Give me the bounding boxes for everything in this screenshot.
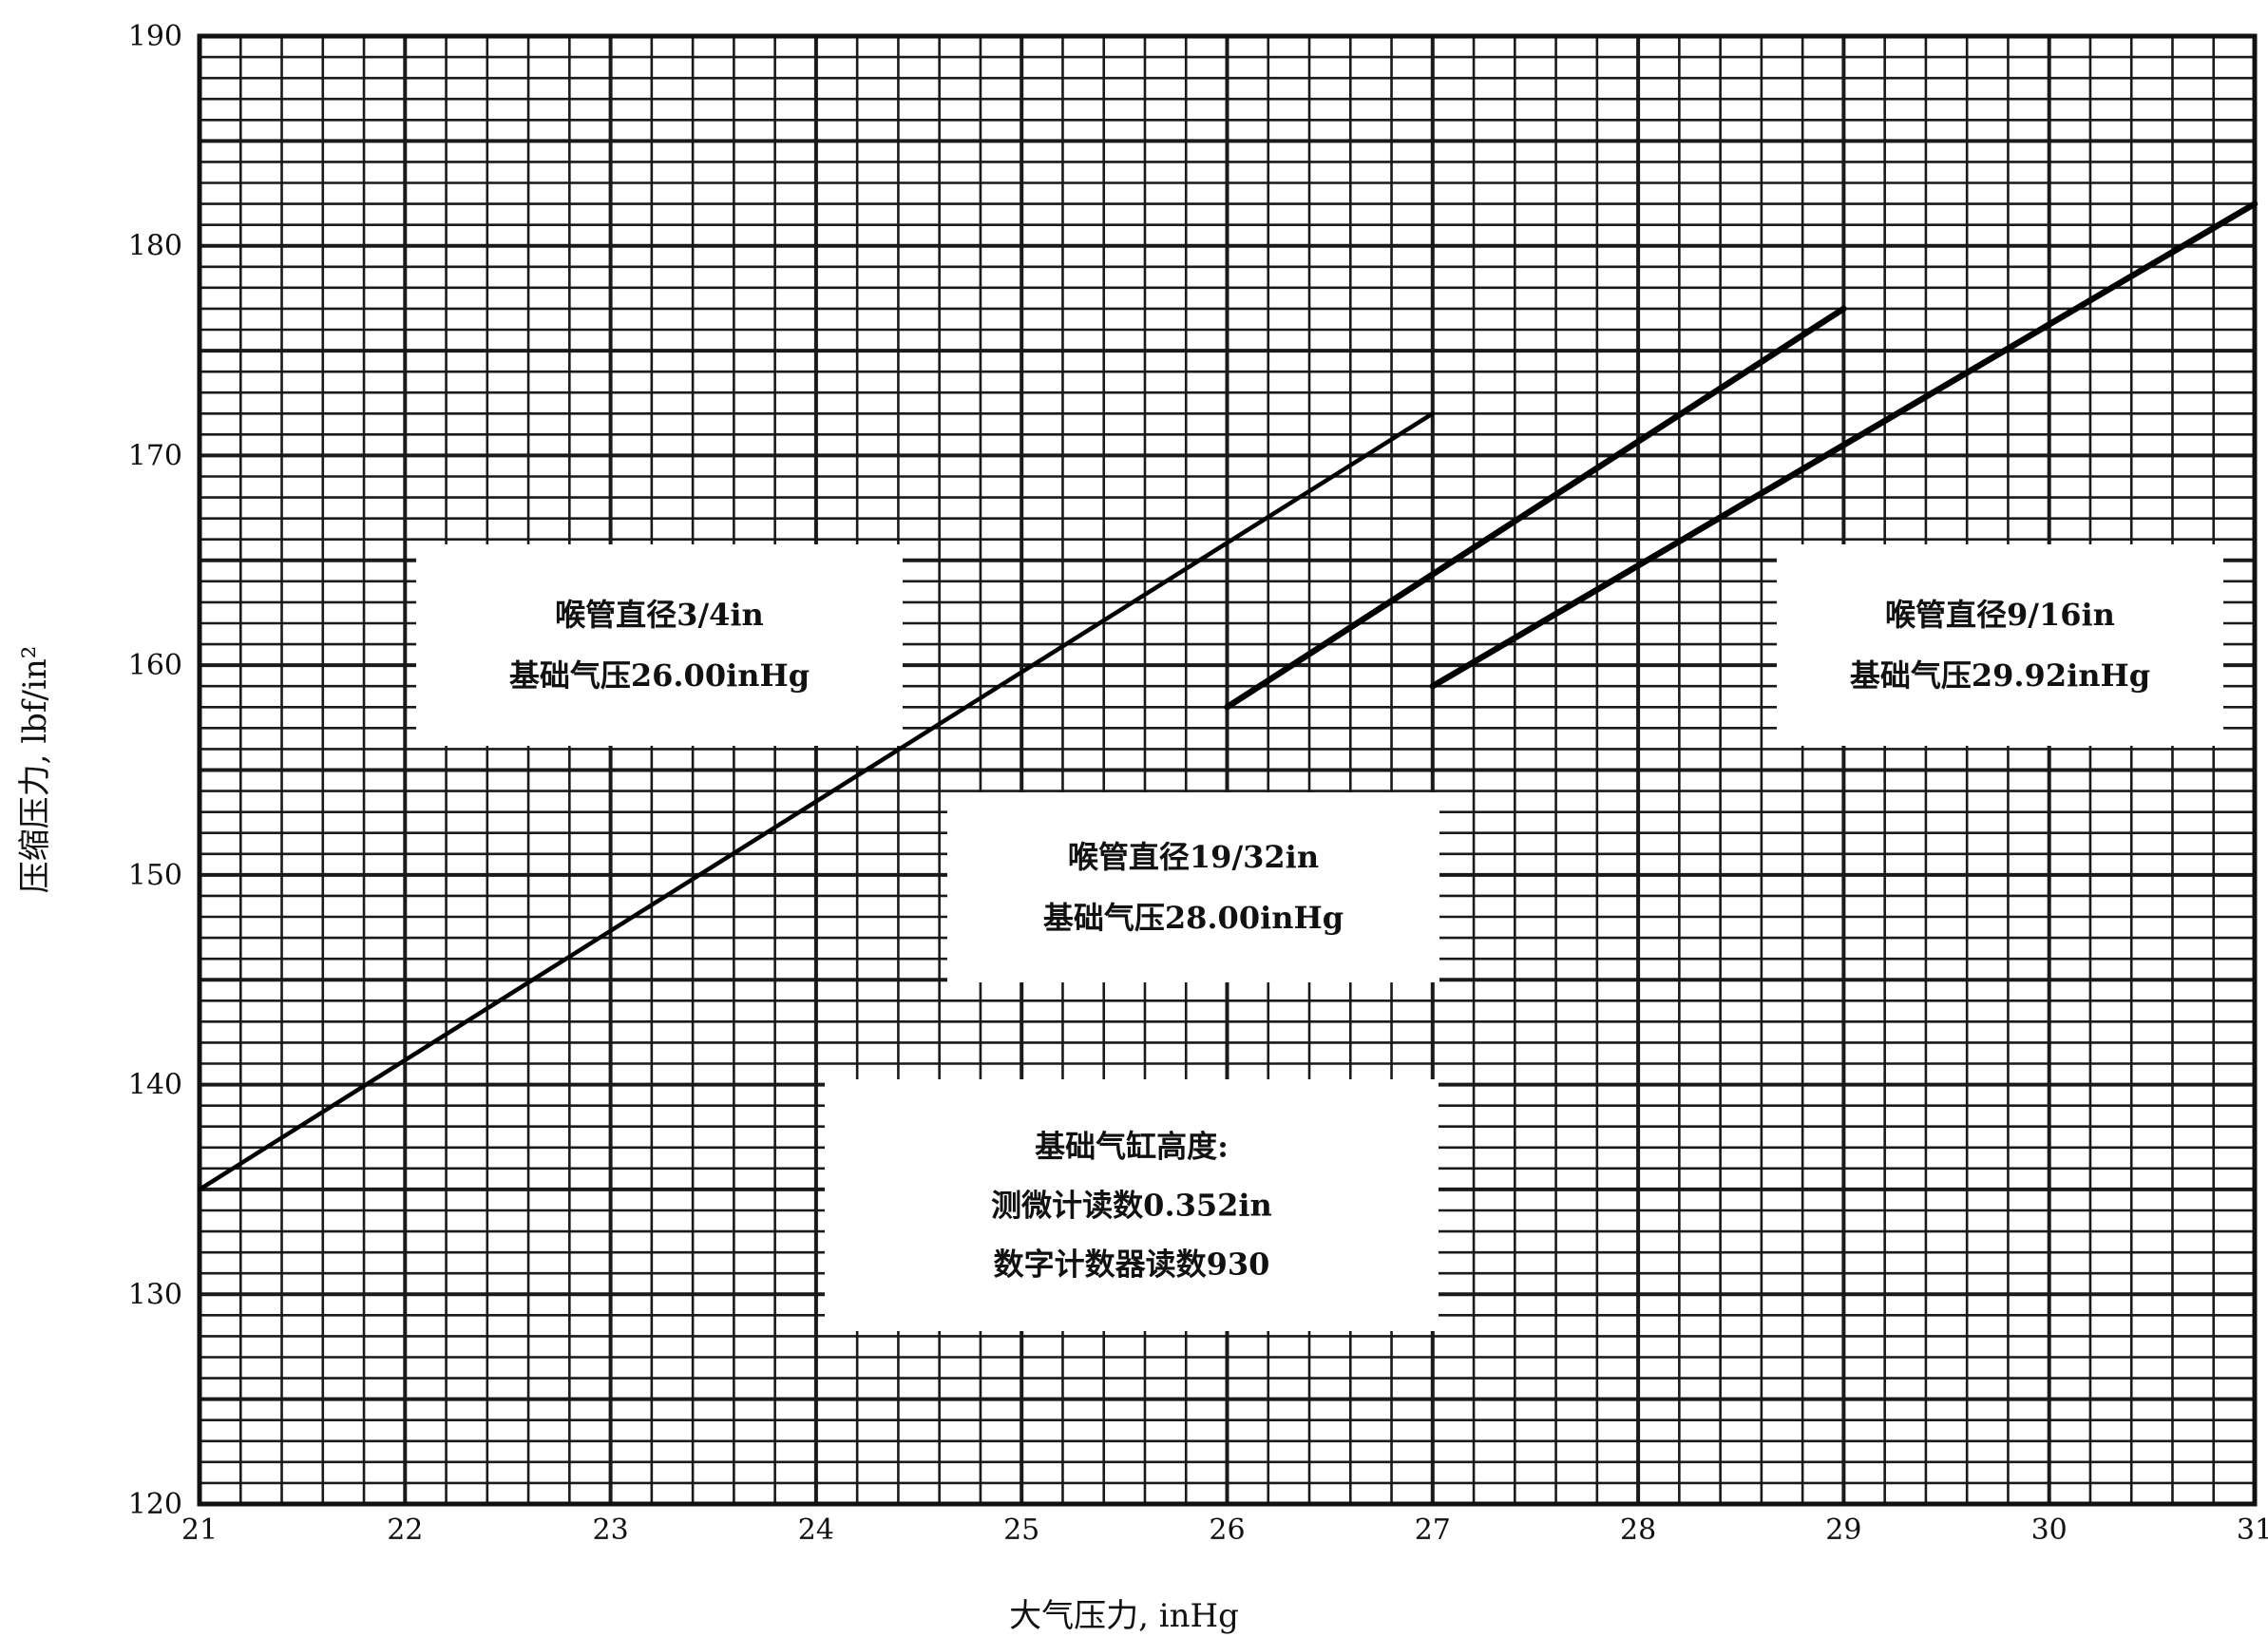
x-tick-label: 27 <box>1415 1513 1451 1547</box>
y-tick-label: 180 <box>128 230 182 263</box>
y-tick-label: 120 <box>128 1488 182 1521</box>
note-1932-line: 喉管直径19/32in <box>1068 839 1319 875</box>
note-916-line: 基础气压29.92inHg <box>1850 657 2150 694</box>
x-tick-label: 23 <box>593 1513 629 1547</box>
y-tick-label: 150 <box>128 859 182 892</box>
y-tick-label: 140 <box>128 1069 182 1102</box>
x-tick-label: 26 <box>1209 1513 1245 1547</box>
note-base-box <box>825 1079 1439 1331</box>
series-lines <box>197 200 2258 1192</box>
annotation-boxes: 喉管直径3/4in 基础气压26.00inHg 喉管直径19/32in 基础气压28.… <box>416 544 2223 1331</box>
note-1932-box <box>947 792 1439 982</box>
note-916-box <box>1777 544 2223 746</box>
x-tick-labels: 21 22 23 24 25 26 27 28 29 30 31 <box>181 1513 2268 1547</box>
series-line-1 <box>197 411 1436 1192</box>
y-tick-labels: 120 130 140 150 160 170 180 190 <box>128 20 182 1521</box>
x-tick-label: 25 <box>1003 1513 1039 1547</box>
x-tick-label: 21 <box>181 1513 218 1547</box>
plot-frame <box>197 33 2258 1507</box>
y-tick-label: 130 <box>128 1278 182 1311</box>
x-axis-title: 大气压力, inHg <box>1009 1597 1239 1635</box>
series-line-2 <box>1224 305 1847 711</box>
note-1932-line: 基础气压28.00inHg <box>1043 900 1344 936</box>
y-axis-title: 压缩压力, lbf/in² <box>16 646 54 894</box>
x-tick-label: 22 <box>387 1513 423 1547</box>
note-916-line: 喉管直径9/16in <box>1885 597 2115 633</box>
y-tick-label: 170 <box>128 439 182 472</box>
x-tick-label: 28 <box>1620 1513 1656 1547</box>
note-34-line: 喉管直径3/4in <box>555 597 764 633</box>
note-34-line: 基础气压26.00inHg <box>509 657 810 694</box>
x-tick-label: 29 <box>1825 1513 1861 1547</box>
x-tick-label: 31 <box>2237 1513 2268 1547</box>
x-tick-label: 30 <box>2031 1513 2068 1547</box>
note-base-line: 测微计读数0.352in <box>991 1188 1272 1224</box>
note-base-line: 数字计数器读数930 <box>994 1247 1270 1283</box>
note-34-box <box>416 544 903 746</box>
x-tick-label: 24 <box>798 1513 834 1547</box>
note-base-line: 基础气缸高度: <box>1035 1129 1229 1165</box>
y-tick-label: 190 <box>128 20 182 53</box>
series-line-3 <box>1429 200 2258 690</box>
y-tick-label: 160 <box>128 649 182 682</box>
